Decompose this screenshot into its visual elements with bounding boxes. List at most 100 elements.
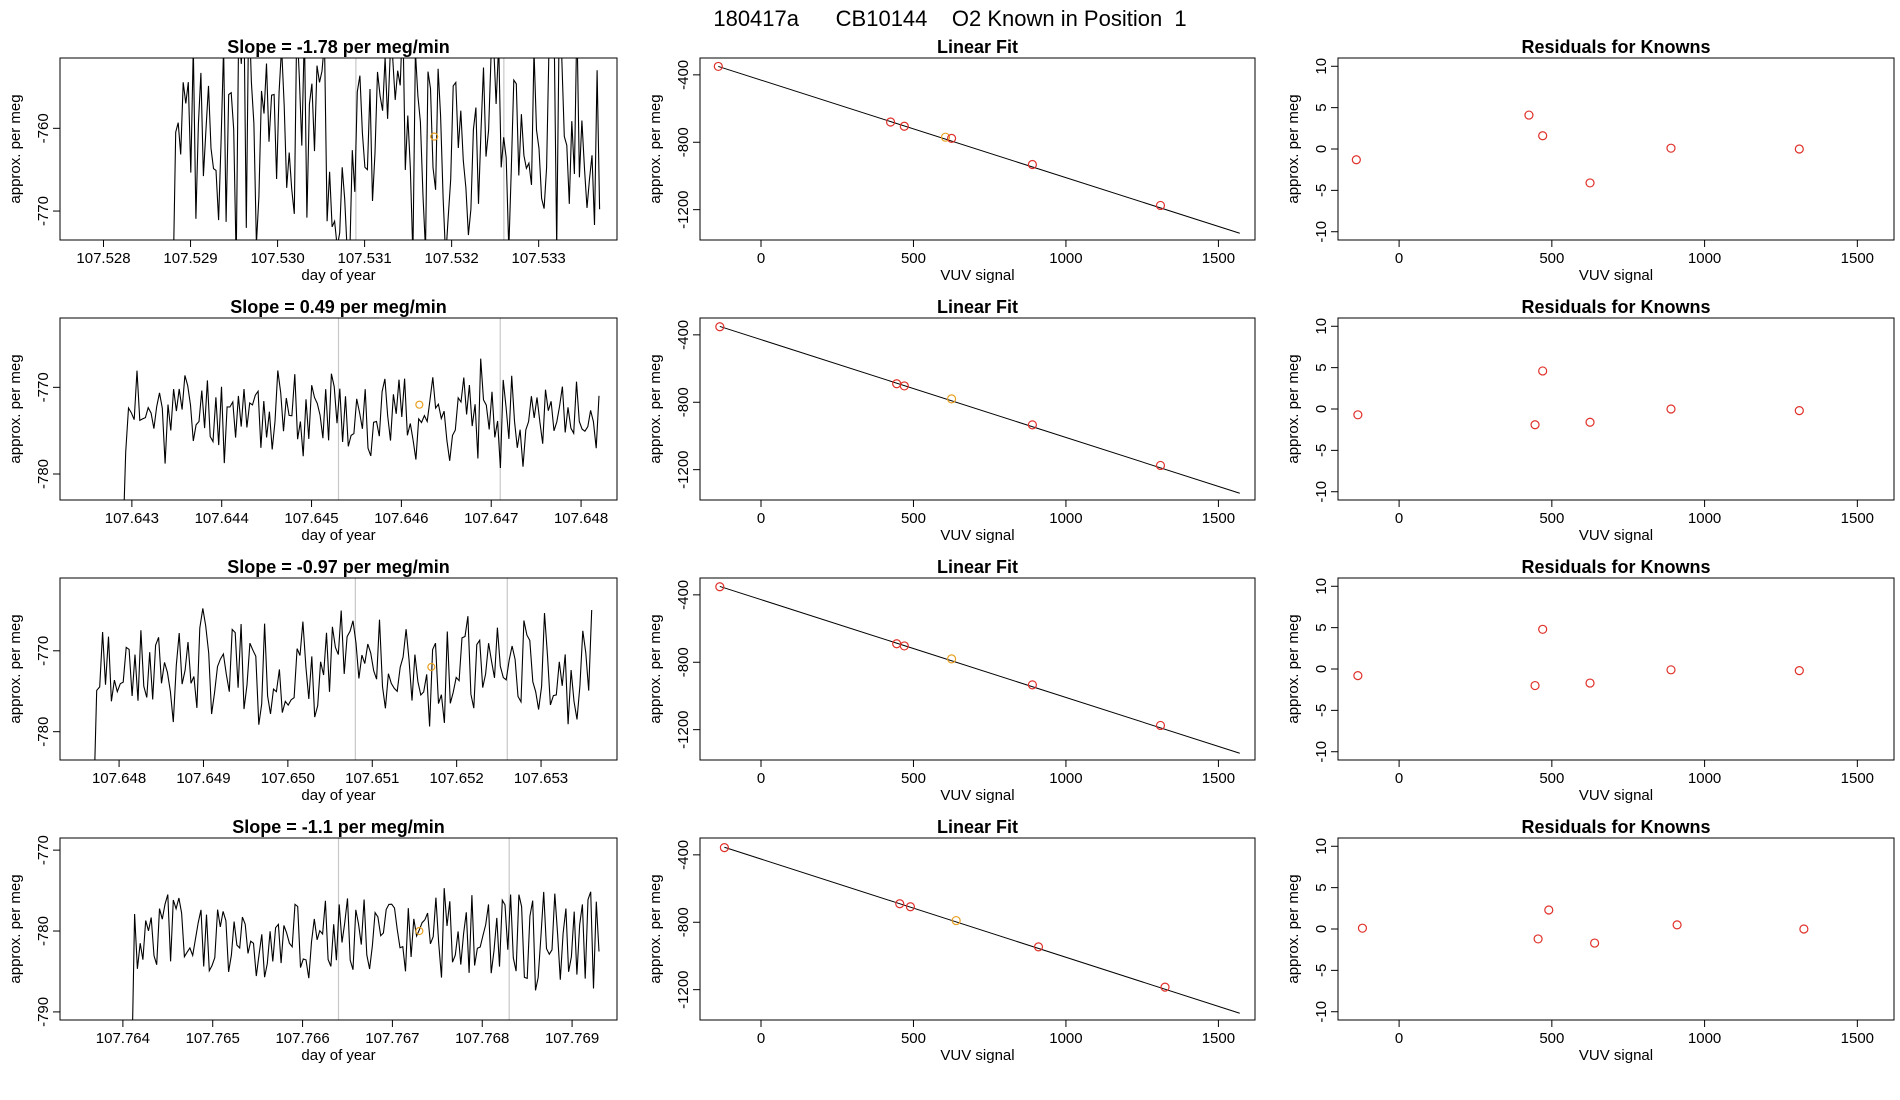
panel-residuals-row1: Residuals for Knowns 0 500 1000 1500 10 5 0 -5 -1…: [1285, 37, 1895, 284]
plot-frame: [59, 57, 618, 241]
y-tick-label: -780: [35, 459, 52, 489]
fit-point: [885, 117, 896, 127]
y-tick-label: -790: [35, 997, 52, 1027]
x-tick-label: 1000: [1049, 1030, 1082, 1047]
panel-title: Residuals for Knowns: [1521, 37, 1710, 57]
y-tick-label: -400: [675, 60, 692, 90]
y-tick-label: -780: [35, 717, 52, 747]
x-axis-label: VUV signal: [940, 1047, 1014, 1064]
x-tick-label: 107.531: [337, 250, 391, 267]
x-tick-label: 107.648: [554, 510, 608, 527]
x-tick-label: 107.765: [186, 1030, 240, 1047]
timeseries-line: [132, 888, 600, 1020]
x-tick-label: 107.766: [275, 1030, 329, 1047]
y-tick-label: -1200: [675, 710, 692, 748]
x-tick-label: 107.533: [512, 250, 566, 267]
x-tick-label: 0: [757, 770, 765, 787]
x-tick-label: 0: [1395, 770, 1403, 787]
y-tick-label: -10: [1313, 741, 1330, 763]
x-axis-label: VUV signal: [1579, 787, 1653, 804]
fit-point: [1155, 460, 1166, 471]
y-axis-label: approx. per meg: [1285, 94, 1302, 203]
x-tick-label: 107.645: [284, 510, 338, 527]
fit-point: [1033, 942, 1044, 952]
y-tick-label: 5: [1313, 623, 1330, 631]
x-tick-label: 1500: [1202, 250, 1235, 267]
x-tick-label: 1500: [1202, 770, 1235, 787]
x-tick-label: 500: [901, 510, 926, 527]
y-tick-label: -770: [35, 636, 52, 666]
residual-point: [1794, 144, 1804, 154]
x-tick-label: 107.651: [345, 770, 399, 787]
highlight-point: [946, 654, 957, 664]
fit-point: [899, 381, 909, 391]
panel-fit-row3: Linear Fit 0 500 1000 1500 -400 -800 -1200 VUV s…: [647, 557, 1256, 804]
y-axis-label: approx. per meg: [1285, 614, 1302, 723]
y-axis-label: approx. per meg: [7, 874, 24, 983]
timeseries-line: [123, 358, 600, 500]
x-tick-label: 1500: [1841, 770, 1874, 787]
y-tick-label: 5: [1313, 883, 1330, 891]
plot-area: [173, 58, 601, 240]
residual-point: [1524, 110, 1534, 120]
x-tick-label: 107.768: [455, 1030, 509, 1047]
panel-title: Linear Fit: [937, 557, 1018, 577]
x-tick-label: 107.653: [514, 770, 568, 787]
residual-point: [1666, 143, 1676, 153]
x-tick-label: 500: [901, 1030, 926, 1047]
residual-point: [1533, 934, 1543, 944]
panel-title: Linear Fit: [937, 817, 1018, 837]
plot-area: [715, 582, 1240, 754]
plot-area: [1353, 624, 1804, 691]
panel-title: Slope = -1.78 per meg/min: [227, 37, 450, 57]
fit-point: [946, 133, 957, 143]
panel-title: Linear Fit: [937, 37, 1018, 57]
panel-residuals-row4: Residuals for Knowns 0 500 1000 1500 10 5 0 -5 -1…: [1285, 817, 1895, 1064]
panel-timeseries-row2: Slope = 0.49 per meg/min 107.643 107.644 10…: [7, 297, 618, 544]
fit-line: [724, 846, 1240, 1014]
x-tick-label: 107.643: [105, 510, 159, 527]
x-axis-label: VUV signal: [1579, 527, 1653, 544]
y-tick-label: -760: [35, 113, 52, 143]
plot-area: [1357, 905, 1809, 948]
x-tick-label: 0: [757, 1030, 765, 1047]
y-tick-label: -1200: [675, 450, 692, 488]
fit-line: [719, 325, 1240, 494]
panel-title: Slope = -0.97 per meg/min: [227, 557, 450, 577]
plot-frame: [59, 837, 618, 1021]
x-tick-label: 500: [1539, 250, 1564, 267]
figure-title: 180417a CB10144 O2 Known in Position 1: [713, 6, 1186, 31]
residual-point: [1666, 404, 1676, 414]
fit-point: [715, 322, 725, 332]
y-tick-label: -10: [1313, 221, 1330, 243]
y-axis-label: approx. per meg: [1285, 354, 1302, 463]
x-tick-label: 1500: [1841, 510, 1874, 527]
highlight-point: [940, 132, 951, 142]
plot-frame: [1337, 837, 1895, 1021]
y-tick-label: -10: [1313, 481, 1330, 503]
y-axis-label: approx. per meg: [647, 354, 664, 463]
fit-point: [899, 641, 909, 651]
known-position-marker: [430, 132, 439, 141]
plot-frame: [699, 317, 1256, 501]
plot-frame: [59, 317, 618, 501]
y-tick-label: -400: [675, 840, 692, 870]
plot-frame: [699, 577, 1256, 761]
x-axis-label: VUV signal: [940, 787, 1014, 804]
y-tick-label: 0: [1313, 405, 1330, 413]
known-position-marker: [415, 926, 424, 936]
fit-point: [1155, 720, 1166, 731]
x-tick-label: 0: [757, 250, 765, 267]
residual-point: [1794, 666, 1804, 676]
residual-point: [1666, 665, 1676, 675]
x-axis-label: day of year: [301, 267, 375, 284]
known-position-marker: [415, 400, 424, 409]
panel-title: Linear Fit: [937, 297, 1018, 317]
y-tick-label: -10: [1313, 1001, 1330, 1023]
plot-area: [132, 838, 600, 1020]
y-tick-label: 5: [1313, 103, 1330, 111]
x-tick-label: 107.529: [163, 250, 217, 267]
y-tick-label: -800: [675, 647, 692, 677]
panel-timeseries-row3: Slope = -0.97 per meg/min 107.648 107.649 1…: [7, 557, 618, 804]
